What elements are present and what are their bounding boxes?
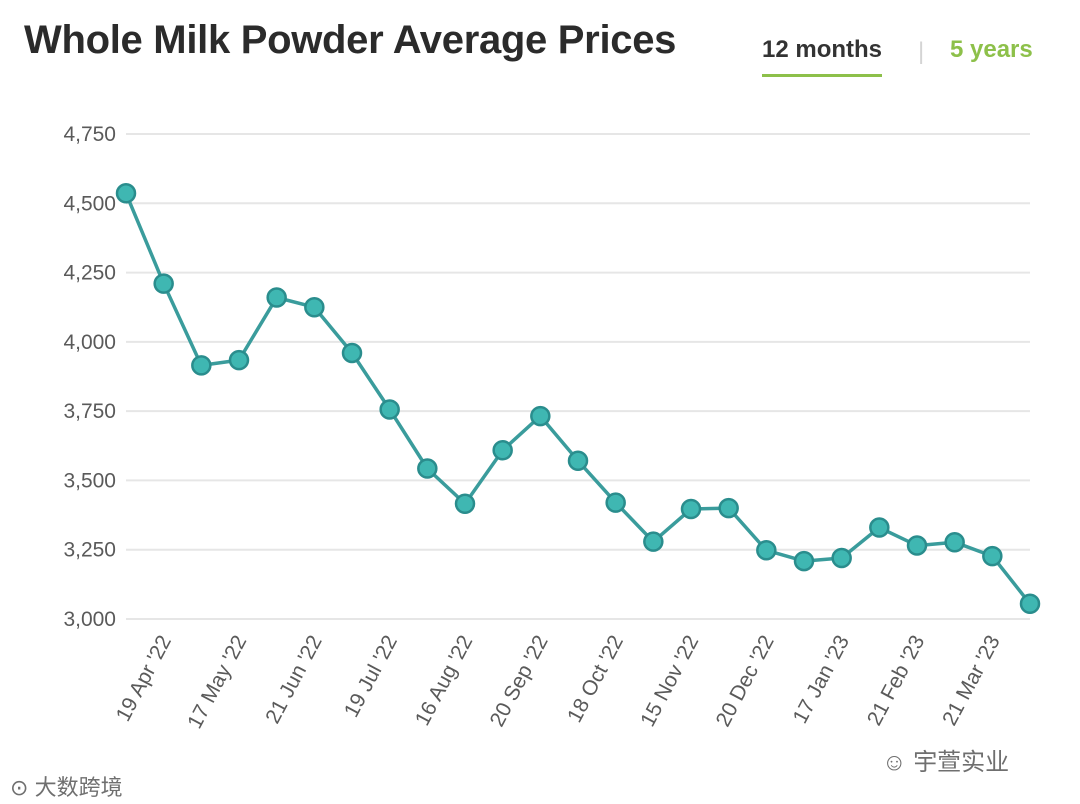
data-point <box>266 287 287 308</box>
data-point <box>567 450 589 472</box>
y-tick-label: 3,000 <box>63 608 116 631</box>
data-point <box>153 273 174 294</box>
tab-12-months[interactable]: 12 months <box>762 36 883 77</box>
x-tick-label: 20 Sep '22 <box>486 632 553 731</box>
data-point <box>718 497 739 519</box>
x-tick-label: 19 Apr '22 <box>112 632 176 726</box>
y-tick-label: 4,750 <box>63 123 116 146</box>
wechat-icon: ☺ <box>882 749 907 776</box>
data-point <box>793 550 815 572</box>
data-point <box>869 517 890 538</box>
data-point <box>605 492 626 513</box>
y-tick-label: 3,750 <box>63 400 116 423</box>
data-point <box>906 535 928 556</box>
data-point <box>228 349 250 371</box>
x-tick-label: 21 Jun '22 <box>261 632 327 728</box>
watermark-left-text: 大数跨境 <box>34 775 123 800</box>
x-tick-label: 19 Jul '22 <box>340 632 402 722</box>
y-tick-label: 4,500 <box>63 192 116 215</box>
y-tick-label: 4,000 <box>63 331 116 354</box>
weibo-logo-icon: ⊙ <box>10 775 29 800</box>
data-point <box>379 399 400 420</box>
x-tick-label: 18 Oct '22 <box>563 632 628 727</box>
data-point <box>1019 593 1041 615</box>
x-tick-label: 17 May '22 <box>183 632 251 733</box>
data-point <box>115 183 137 204</box>
chart-title: Whole Milk Powder Average Prices <box>24 18 677 62</box>
data-point <box>191 355 212 376</box>
data-point <box>680 498 702 520</box>
data-point <box>982 545 1003 567</box>
x-tick-label: 20 Dec '22 <box>712 632 779 731</box>
x-tick-label: 16 Aug '22 <box>411 632 478 730</box>
series-line <box>124 192 1032 605</box>
data-point <box>341 342 363 364</box>
x-tick-label: 21 Feb '23 <box>863 632 930 730</box>
x-tick-label: 17 Jan '23 <box>789 632 855 728</box>
y-tick-label: 3,500 <box>63 469 116 492</box>
data-point <box>530 405 551 427</box>
data-point <box>417 458 438 479</box>
y-tick-label: 4,250 <box>63 262 116 285</box>
x-tick-label: 15 Nov '22 <box>636 632 703 731</box>
tab-5-years[interactable]: 5 years <box>950 36 1033 63</box>
y-tick-label: 3,250 <box>63 539 116 562</box>
data-point <box>756 540 777 561</box>
watermark-left: ⊙ 大数跨境 <box>10 770 123 802</box>
data-point <box>944 531 965 553</box>
data-point <box>643 531 664 552</box>
watermark-right: ☺ 宇萱实业 <box>882 742 1009 777</box>
x-tick-label: 21 Mar '23 <box>938 632 1005 730</box>
tab-separator: | <box>918 38 925 65</box>
data-point <box>492 439 513 461</box>
watermark-right-text: 宇萱实业 <box>913 749 1010 776</box>
data-point <box>454 493 476 514</box>
data-point <box>304 296 325 318</box>
data-point <box>831 547 852 569</box>
